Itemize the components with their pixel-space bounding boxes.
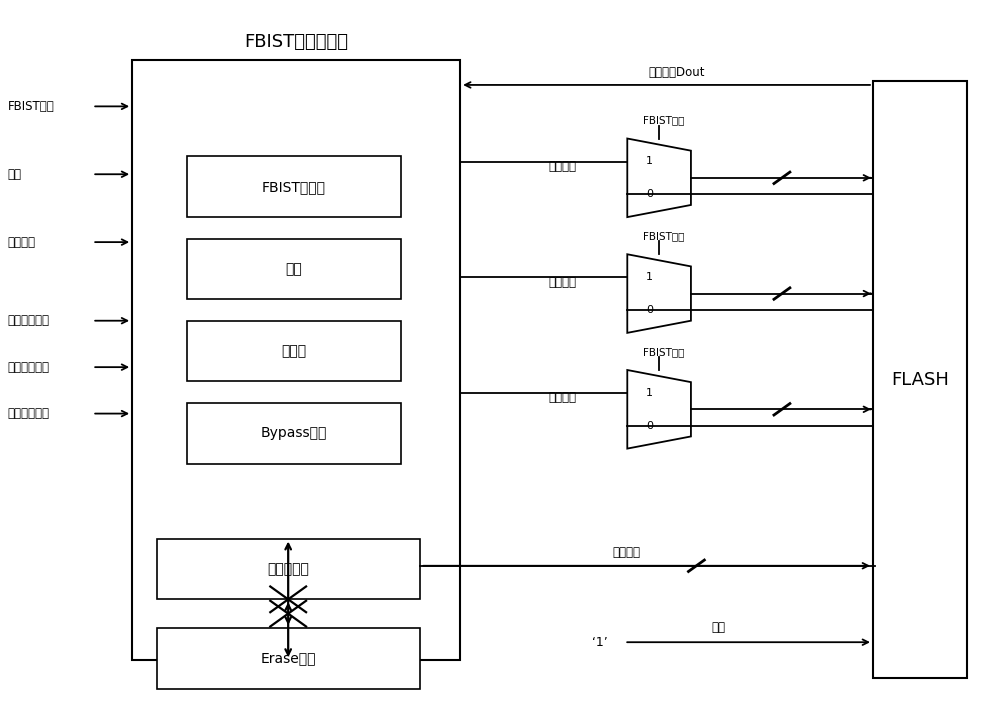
Bar bbox=[187, 156, 401, 217]
Text: FBIST使能: FBIST使能 bbox=[8, 100, 54, 113]
Text: 片选: 片选 bbox=[712, 621, 726, 634]
Text: 0: 0 bbox=[646, 420, 653, 431]
Text: 测试失效标志: 测试失效标志 bbox=[8, 314, 50, 327]
Text: ‘1’: ‘1’ bbox=[592, 636, 607, 649]
Text: FBIST使能: FBIST使能 bbox=[643, 347, 685, 357]
Text: FBIST控制器: FBIST控制器 bbox=[262, 180, 326, 194]
Text: 功能数据: 功能数据 bbox=[549, 392, 577, 405]
Text: 测试完成标志: 测试完成标志 bbox=[8, 361, 50, 374]
Text: FBIST使能: FBIST使能 bbox=[643, 116, 685, 126]
Text: 擦除控制: 擦除控制 bbox=[613, 546, 641, 559]
Text: 诊断: 诊断 bbox=[285, 262, 302, 276]
Text: 诊断时能: 诊断时能 bbox=[8, 235, 36, 248]
Text: FBIST使能: FBIST使能 bbox=[643, 231, 685, 241]
Text: FLASH: FLASH bbox=[891, 371, 949, 389]
Bar bbox=[157, 539, 420, 599]
Text: 比较器: 比较器 bbox=[281, 344, 306, 358]
Polygon shape bbox=[627, 138, 691, 217]
Bar bbox=[187, 320, 401, 382]
Text: 功能地址: 功能地址 bbox=[549, 276, 577, 289]
Text: Erase控制: Erase控制 bbox=[261, 652, 316, 665]
Polygon shape bbox=[627, 370, 691, 449]
Text: 功能控制: 功能控制 bbox=[549, 160, 577, 173]
Text: 0: 0 bbox=[646, 189, 653, 199]
Text: Bypass旁路: Bypass旁路 bbox=[260, 426, 327, 440]
Text: 1: 1 bbox=[646, 388, 653, 397]
Text: FBIST自测试结构: FBIST自测试结构 bbox=[244, 33, 348, 51]
Text: 1: 1 bbox=[646, 156, 653, 166]
Polygon shape bbox=[627, 254, 691, 333]
Text: 1: 1 bbox=[646, 272, 653, 282]
Text: 诊断输出数据: 诊断输出数据 bbox=[8, 407, 50, 420]
Bar bbox=[187, 403, 401, 464]
Bar bbox=[187, 238, 401, 300]
Text: 0: 0 bbox=[646, 305, 653, 315]
Bar bbox=[157, 628, 420, 688]
Text: 时钟: 时钟 bbox=[8, 168, 22, 181]
Text: 自定义控制: 自定义控制 bbox=[268, 562, 310, 576]
Text: 数据输出Dout: 数据输出Dout bbox=[648, 66, 705, 78]
Bar bbox=[873, 81, 967, 678]
Bar bbox=[132, 60, 460, 660]
